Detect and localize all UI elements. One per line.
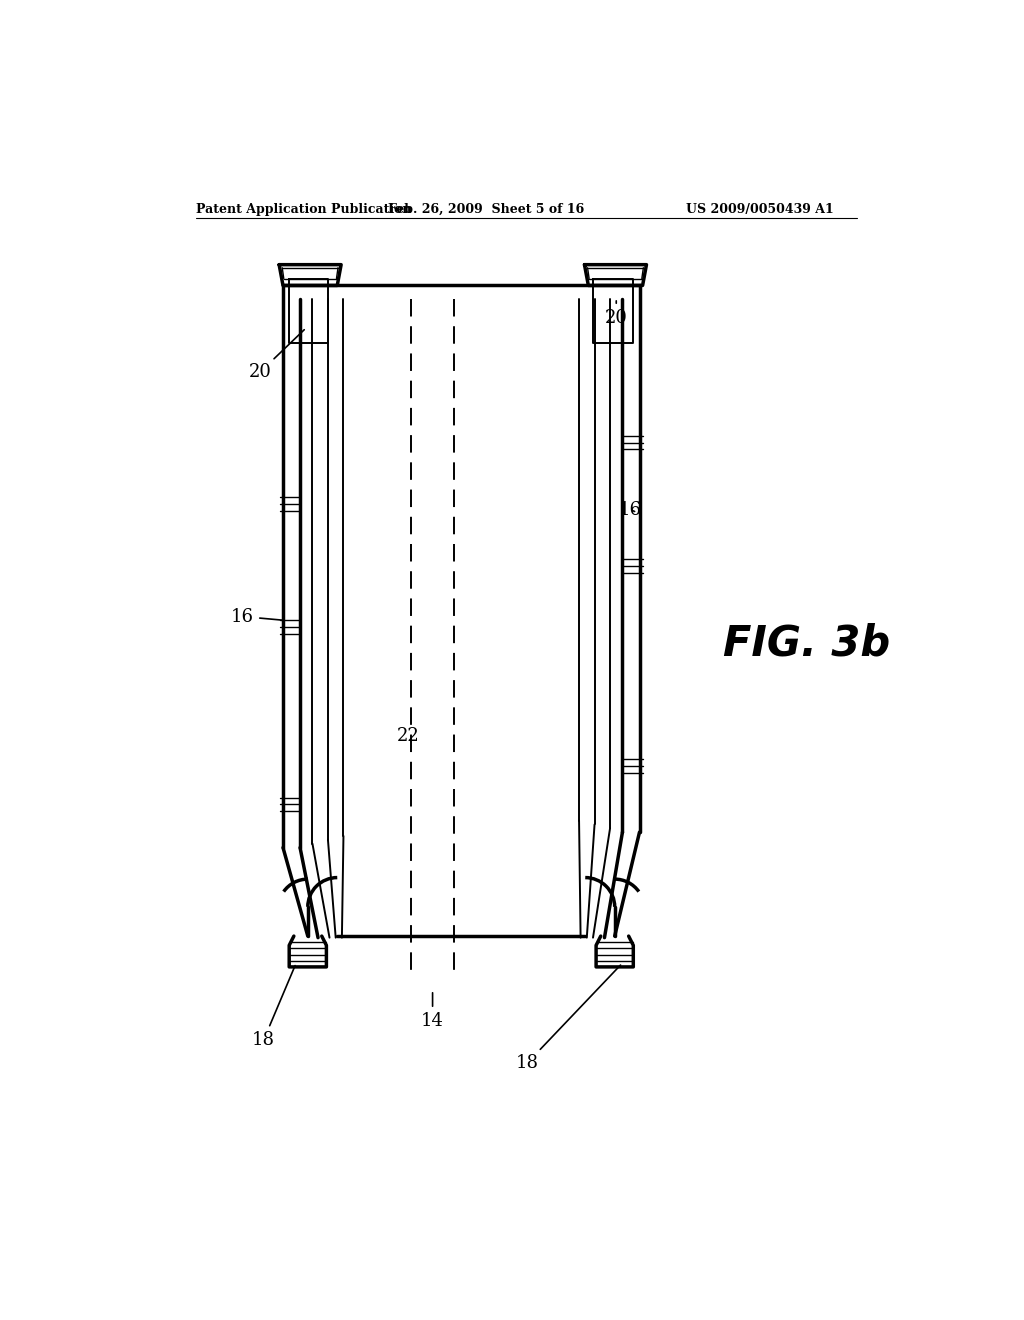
Text: Feb. 26, 2009  Sheet 5 of 16: Feb. 26, 2009 Sheet 5 of 16	[388, 203, 584, 216]
Text: 22: 22	[397, 727, 420, 744]
Text: 18: 18	[252, 966, 295, 1049]
Text: FIG. 3b: FIG. 3b	[723, 623, 890, 664]
Text: 14: 14	[421, 993, 444, 1030]
Text: US 2009/0050439 A1: US 2009/0050439 A1	[685, 203, 834, 216]
Text: 16: 16	[231, 607, 283, 626]
Text: Patent Application Publication: Patent Application Publication	[197, 203, 412, 216]
Text: 20: 20	[248, 330, 304, 381]
Text: 20: 20	[605, 301, 628, 327]
Text: 16: 16	[618, 500, 642, 519]
Text: 18: 18	[516, 965, 621, 1072]
